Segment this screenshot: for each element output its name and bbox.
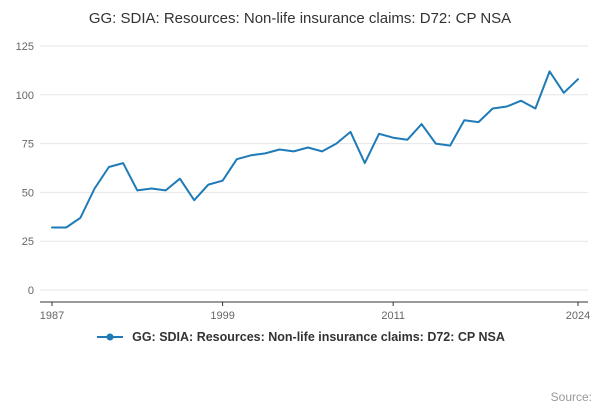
x-tick-label: 1987 bbox=[40, 310, 64, 322]
y-tick-label: 0 bbox=[28, 285, 34, 297]
chart-title: GG: SDIA: Resources: Non-life insurance … bbox=[88, 10, 512, 27]
legend-label: GG: SDIA: Resources: Non-life insurance … bbox=[132, 329, 505, 344]
chart-page: GG: SDIA: Resources: Non-life insurance … bbox=[0, 8, 600, 408]
x-tick-label: 1999 bbox=[210, 310, 234, 322]
y-tick-label: 50 bbox=[22, 187, 34, 199]
y-tick-label: 100 bbox=[16, 90, 34, 102]
plot-area: 0 25 50 75 100 125 1987 1999 2011 2024 bbox=[0, 32, 600, 324]
legend-item[interactable]: GG: SDIA: Resources: Non-life insurance … bbox=[0, 328, 600, 346]
legend-line-marker-icon bbox=[97, 333, 124, 341]
y-tick-label: 25 bbox=[22, 236, 34, 248]
y-tick-label: 75 bbox=[22, 138, 34, 150]
x-tick-label: 2024 bbox=[566, 310, 590, 322]
source-label: Source: bbox=[550, 390, 592, 404]
x-tick-label: 2011 bbox=[381, 310, 405, 322]
line-chart: 0 25 50 75 100 125 1987 1999 2011 2024 bbox=[16, 41, 591, 322]
y-tick-label: 125 bbox=[16, 41, 34, 53]
data-line-series[interactable] bbox=[51, 70, 579, 229]
